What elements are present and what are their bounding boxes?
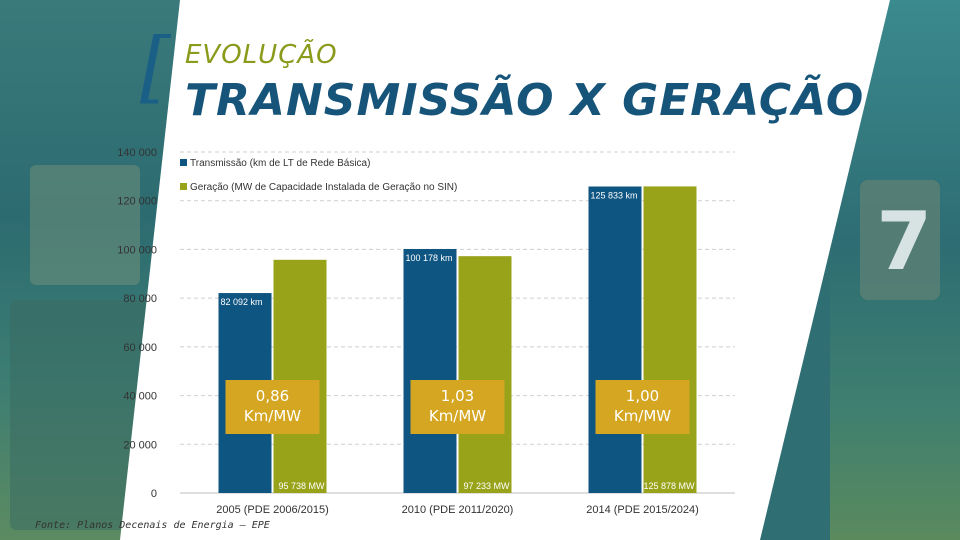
bar-generation [458, 256, 512, 493]
ratio-label: Km/MW [429, 407, 486, 425]
legend-swatch [180, 159, 187, 166]
x-tick-label: 2010 (PDE 2011/2020) [402, 504, 514, 516]
data-label-generation: 95 738 MW [278, 481, 325, 491]
background-tile [30, 165, 140, 285]
subtitle: EVOLUÇÃO [185, 40, 338, 70]
bar-transmission [588, 186, 642, 493]
y-tick-label: 0 [151, 488, 157, 500]
bar-generation [643, 186, 697, 493]
background-digit: 7 [876, 195, 932, 288]
ratio-box [595, 380, 690, 434]
data-label-generation: 97 233 MW [463, 481, 510, 491]
y-tick-label: 40 000 [123, 391, 157, 403]
y-tick-label: 100 000 [117, 244, 157, 256]
x-tick-label: 2005 (PDE 2006/2015) [216, 504, 329, 516]
data-label-transmission: 100 178 km [406, 253, 453, 263]
source-note: Fonte: Planos Decenais de Energia – EPE [35, 520, 270, 531]
y-tick-label: 140 000 [117, 147, 157, 159]
bar-transmission [403, 248, 457, 493]
page-title: TRANSMISSÃO X GERAÇÃO [185, 75, 865, 126]
x-tick-label: 2014 (PDE 2015/2024) [586, 504, 699, 516]
data-label-generation: 125 878 MW [643, 481, 695, 491]
legend-swatch [180, 183, 187, 190]
ratio-label: Km/MW [244, 407, 301, 425]
y-tick-label: 60 000 [123, 342, 157, 354]
bar-generation [273, 259, 327, 493]
ratio-box [410, 380, 505, 434]
background-tile [860, 180, 940, 300]
legend-label: Transmissão (km de LT de Rede Básica) [190, 158, 370, 169]
title-bracket-icon: [ [140, 22, 171, 112]
y-tick-label: 20 000 [123, 439, 157, 451]
y-tick-label: 120 000 [117, 196, 157, 208]
ratio-label: Km/MW [614, 407, 671, 425]
data-label-transmission: 125 833 km [591, 191, 638, 201]
ratio-label: 1,00 [626, 387, 659, 405]
data-label-transmission: 82 092 km [221, 297, 263, 307]
ratio-label: 1,03 [441, 387, 474, 405]
legend-label: Geração (MW de Capacidade Instalada de G… [190, 182, 457, 193]
y-tick-label: 80 000 [123, 293, 157, 305]
ratio-box [225, 380, 320, 434]
ratio-label: 0,86 [256, 387, 289, 405]
